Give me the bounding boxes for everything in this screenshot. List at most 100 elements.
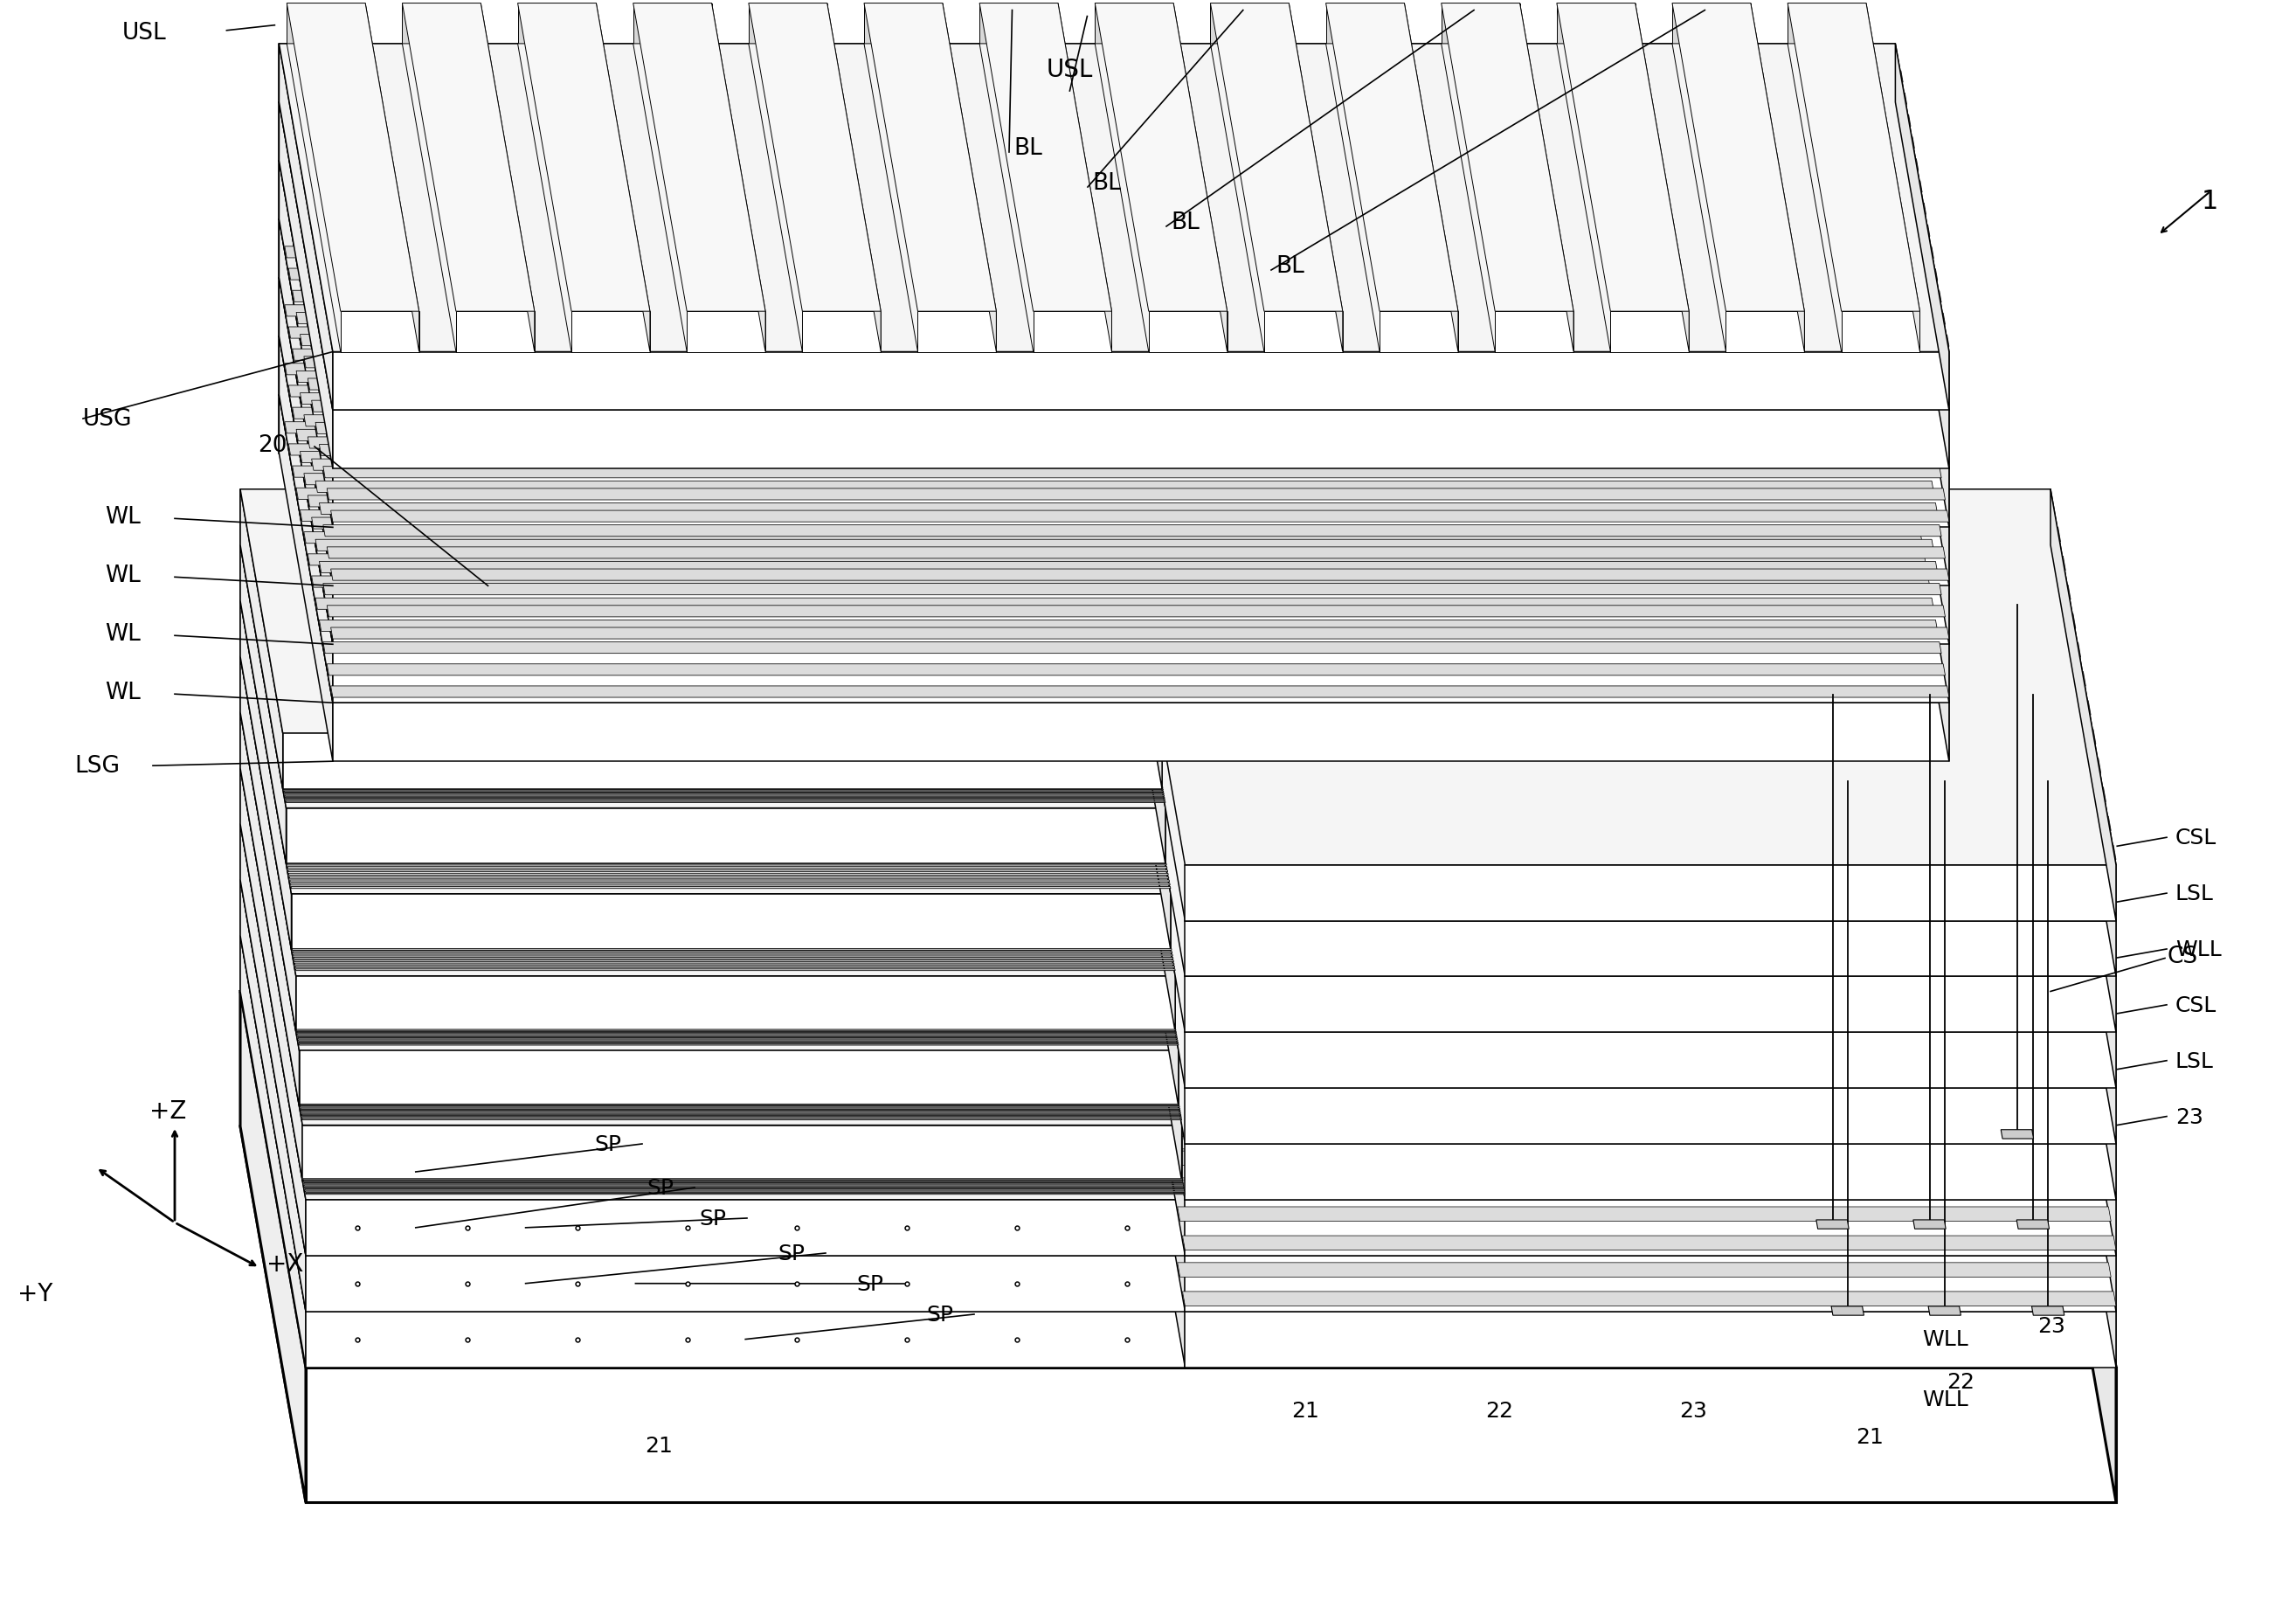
Polygon shape <box>289 881 1169 882</box>
Polygon shape <box>303 474 1922 485</box>
Polygon shape <box>1173 1122 2105 1136</box>
Polygon shape <box>1894 45 1949 411</box>
Polygon shape <box>1325 45 1458 352</box>
Polygon shape <box>241 768 303 1181</box>
Polygon shape <box>2000 1130 2034 1139</box>
Polygon shape <box>1405 3 1458 352</box>
Polygon shape <box>1132 723 2066 738</box>
Polygon shape <box>1137 921 2071 935</box>
Text: SP: SP <box>925 1303 953 1324</box>
Polygon shape <box>1166 1205 2101 1220</box>
Polygon shape <box>1148 755 2080 770</box>
Polygon shape <box>241 490 1162 734</box>
Polygon shape <box>1153 951 2085 966</box>
Polygon shape <box>1173 900 2105 914</box>
Polygon shape <box>1178 1207 2110 1221</box>
Polygon shape <box>1157 1147 2092 1162</box>
Polygon shape <box>1137 975 2071 990</box>
Polygon shape <box>296 489 1915 500</box>
Polygon shape <box>241 824 305 1255</box>
Polygon shape <box>1609 312 1690 352</box>
Polygon shape <box>303 182 1922 193</box>
Text: USG: USG <box>83 408 133 431</box>
Polygon shape <box>1153 1062 2085 1077</box>
Polygon shape <box>287 866 1166 869</box>
Polygon shape <box>1178 929 2110 943</box>
Polygon shape <box>280 45 333 411</box>
Polygon shape <box>1132 947 2066 961</box>
Polygon shape <box>572 312 650 352</box>
Polygon shape <box>280 220 333 587</box>
Polygon shape <box>285 423 1903 434</box>
Text: 21: 21 <box>645 1435 673 1456</box>
Polygon shape <box>1033 312 1111 352</box>
Polygon shape <box>1132 612 2066 627</box>
Polygon shape <box>312 402 1931 413</box>
Polygon shape <box>1166 926 2101 940</box>
Polygon shape <box>287 808 1166 865</box>
Polygon shape <box>287 45 420 352</box>
Text: WLL: WLL <box>1922 1388 1968 1409</box>
Text: BL: BL <box>1013 137 1042 159</box>
Polygon shape <box>1120 490 2117 865</box>
Polygon shape <box>1557 45 1690 352</box>
Polygon shape <box>280 45 1949 352</box>
Polygon shape <box>319 620 1938 632</box>
Polygon shape <box>292 884 1171 885</box>
Polygon shape <box>280 337 1949 644</box>
Polygon shape <box>1120 601 2050 657</box>
Polygon shape <box>280 278 1894 337</box>
Polygon shape <box>241 992 305 1503</box>
Polygon shape <box>1671 3 1752 45</box>
Polygon shape <box>312 284 1931 296</box>
Polygon shape <box>1141 670 2076 685</box>
Polygon shape <box>1137 808 2071 823</box>
Polygon shape <box>1141 950 2076 964</box>
Polygon shape <box>1120 824 1185 1255</box>
Polygon shape <box>312 517 1931 529</box>
Polygon shape <box>1141 781 2076 795</box>
Polygon shape <box>1141 614 2076 628</box>
Polygon shape <box>296 138 1915 149</box>
Polygon shape <box>280 161 1949 469</box>
Polygon shape <box>308 554 1926 566</box>
Polygon shape <box>315 540 1933 551</box>
Polygon shape <box>1127 918 2060 932</box>
Polygon shape <box>289 877 1169 879</box>
Polygon shape <box>1185 1088 2117 1144</box>
Polygon shape <box>315 423 1933 434</box>
Polygon shape <box>1120 601 1171 950</box>
Text: 23: 23 <box>1681 1400 1708 1422</box>
Polygon shape <box>331 336 1949 347</box>
Polygon shape <box>312 577 1931 588</box>
Polygon shape <box>1127 863 2060 877</box>
Polygon shape <box>1752 3 1805 352</box>
Polygon shape <box>301 511 1919 522</box>
Polygon shape <box>331 686 1949 697</box>
Polygon shape <box>1185 1144 2117 1200</box>
Polygon shape <box>1162 730 2096 744</box>
Polygon shape <box>1185 865 2117 921</box>
Polygon shape <box>402 3 480 45</box>
Text: LSL: LSL <box>2174 1051 2213 1072</box>
Polygon shape <box>827 3 882 352</box>
Polygon shape <box>315 365 1933 376</box>
Text: BL: BL <box>1171 212 1199 235</box>
Text: WL: WL <box>106 624 140 646</box>
Polygon shape <box>280 395 1894 453</box>
Polygon shape <box>1157 757 2092 771</box>
Polygon shape <box>1182 1012 2117 1027</box>
Text: 20: 20 <box>257 434 287 456</box>
Polygon shape <box>1137 697 2071 712</box>
Polygon shape <box>1162 953 2096 967</box>
Text: 23: 23 <box>2174 1106 2204 1127</box>
Polygon shape <box>326 373 1945 384</box>
Polygon shape <box>296 196 1915 207</box>
Text: SP: SP <box>778 1242 804 1263</box>
Polygon shape <box>303 357 1922 368</box>
Polygon shape <box>1141 726 2076 741</box>
Polygon shape <box>402 45 535 352</box>
Polygon shape <box>241 657 296 1032</box>
Polygon shape <box>1148 699 2080 714</box>
Polygon shape <box>1173 955 2105 969</box>
